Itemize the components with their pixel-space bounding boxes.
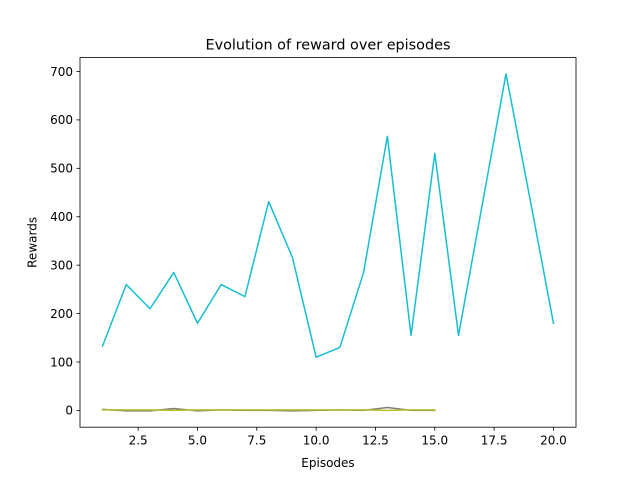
chart-title: Evolution of reward over episodes bbox=[206, 38, 451, 54]
x-tick-label: 12.5 bbox=[362, 434, 389, 448]
y-tick-label: 100 bbox=[50, 355, 73, 369]
plot-background bbox=[80, 57, 576, 428]
y-tick-label: 200 bbox=[50, 307, 73, 321]
x-axis-label: Episodes bbox=[301, 456, 354, 470]
y-tick-label: 400 bbox=[50, 210, 73, 224]
y-tick-label: 600 bbox=[50, 113, 73, 127]
x-axis-ticks: 2.5 5.0 7.5 10.0 12.5 15.0 17.5 20.0 bbox=[129, 427, 567, 448]
x-tick-label: 17.5 bbox=[481, 434, 508, 448]
series-layer bbox=[101, 73, 555, 412]
x-tick-label: 20.0 bbox=[540, 434, 567, 448]
y-tick-label: 500 bbox=[50, 162, 73, 176]
y-tick-label: 0 bbox=[65, 404, 73, 418]
y-tick-label: 300 bbox=[50, 258, 73, 272]
plot-frame bbox=[79, 57, 577, 428]
x-tick-label: 10.0 bbox=[303, 434, 330, 448]
x-tick-label: 5.0 bbox=[188, 434, 207, 448]
series-line-3 bbox=[101, 73, 555, 358]
x-tick-label: 2.5 bbox=[129, 434, 148, 448]
plot-area bbox=[79, 57, 577, 428]
x-tick-label: 7.5 bbox=[247, 434, 266, 448]
y-axis-ticks: 0 100 200 300 400 500 600 700 bbox=[50, 65, 80, 418]
y-tick-label: 700 bbox=[50, 65, 73, 79]
y-axis-label: Rewards bbox=[26, 217, 40, 268]
x-tick-label: 15.0 bbox=[421, 434, 448, 448]
